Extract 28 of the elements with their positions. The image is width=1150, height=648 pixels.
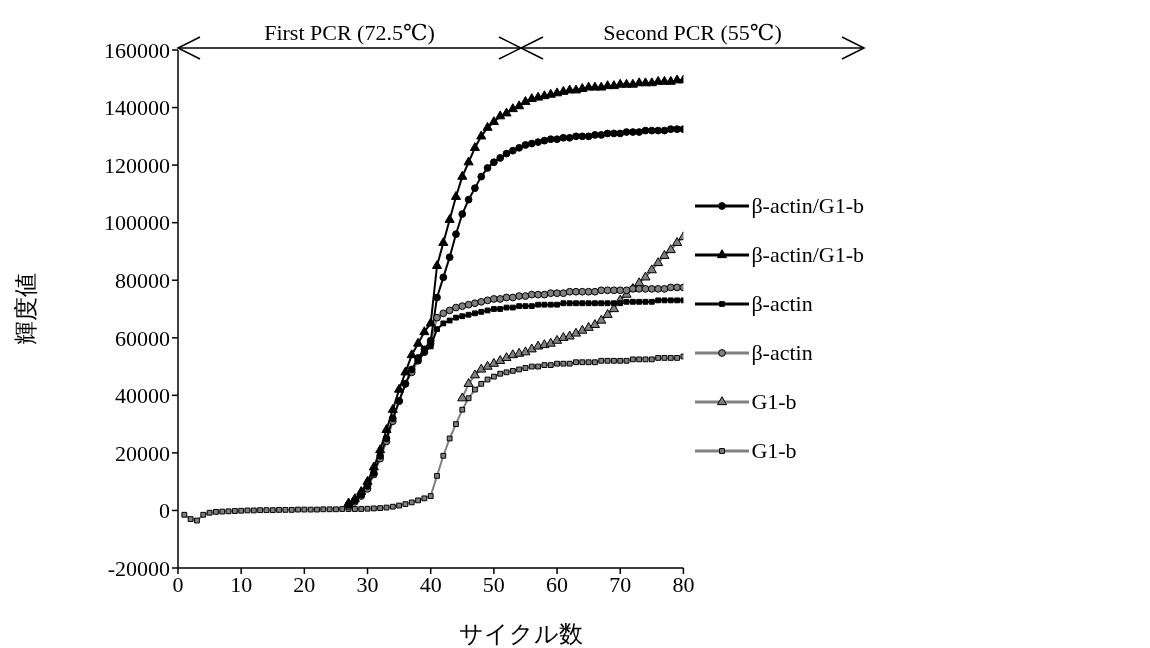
- y-tick-label: 160000: [104, 37, 170, 63]
- legend-label: β-actin: [751, 339, 813, 366]
- text: First PCR (72.5℃): [264, 20, 435, 45]
- y-tick-label: -20000: [107, 555, 170, 581]
- x-tick-label: 80: [672, 571, 695, 597]
- text: Second PCR (55℃): [603, 20, 782, 45]
- y-tick-label: 0: [159, 498, 170, 524]
- y-tick-label: 80000: [115, 268, 170, 294]
- y-tick-label: 40000: [115, 383, 170, 409]
- x-tick-label: 30: [356, 571, 379, 597]
- legend-label: β-actin: [751, 290, 813, 317]
- legend-label: β-actin/G1-b: [751, 241, 864, 268]
- legend-label: G1-b: [751, 388, 797, 415]
- x-axis-title: サイクル数: [459, 621, 583, 647]
- x-tick-label: 40: [419, 571, 442, 597]
- x-tick-label: 70: [609, 571, 632, 597]
- y-tick-label: 60000: [115, 325, 170, 351]
- y-tick-label: 140000: [104, 95, 170, 121]
- legend-label: β-actin/G1-b: [751, 192, 864, 219]
- y-tick-label: 20000: [115, 440, 170, 466]
- x-tick-label: 10: [230, 571, 253, 597]
- y-axis-title: 輝度値: [13, 273, 39, 345]
- y-tick-label: 120000: [104, 152, 170, 178]
- x-tick-label: 60: [546, 571, 569, 597]
- y-tick-label: 100000: [104, 210, 170, 236]
- x-tick-label: 20: [293, 571, 316, 597]
- legend-label: G1-b: [751, 437, 797, 464]
- x-tick-label: 50: [482, 571, 505, 597]
